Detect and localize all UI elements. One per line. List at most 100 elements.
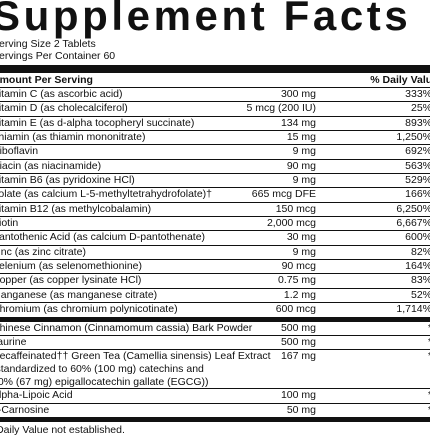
bottom-divider — [0, 417, 430, 422]
nutrient-amount: 500 mg — [280, 335, 316, 348]
nutrient-amount: 167 mg — [280, 350, 316, 363]
nutrient-daily-value: * — [428, 350, 430, 363]
nutrient-name: Selenium (as selenomethionine) — [0, 260, 142, 273]
table-row: L-Carnosine 50 mg * — [0, 404, 430, 418]
nutrient-name: Thiamin (as thiamin mononitrate) — [0, 131, 146, 144]
table-header: Amount Per Serving % Daily Value — [0, 73, 430, 88]
daily-value-header: % Daily Value — [370, 74, 430, 86]
nutrient-name: Manganese (as manganese citrate) — [0, 288, 158, 301]
table-row: Thiamin (as thiamin mononitrate) 15 mg 1,2… — [0, 131, 430, 146]
nutrient-amount: 1.2 mg — [283, 288, 316, 301]
nutrient-amount: 9 mg — [292, 174, 316, 187]
servings-per-container: Servings Per Container 60 — [0, 50, 116, 62]
nutrient-name: Copper (as copper lysinate HCl) — [0, 274, 142, 287]
table-row: Taurine 500 mg * — [0, 335, 430, 351]
nutrient-daily-value: 1,250% — [396, 131, 430, 144]
vitamin-mineral-list: Vitamin C (as ascorbic acid) 300 mg 333% Vi… — [0, 88, 430, 318]
table-row: Vitamin C (as ascorbic acid) 300 mg 333% — [0, 88, 430, 103]
table-row: Niacin (as niacinamide) 90 mg 563% — [0, 159, 430, 175]
nutrient-name: Chinese Cinnamon (Cinnamomum cassia) Bar… — [0, 321, 253, 334]
table-row: Alpha-Lipoic Acid 100 mg * — [0, 389, 430, 404]
thick-divider — [0, 65, 430, 73]
nutrient-name: Vitamin E (as d-alpha tocopheryl succina… — [0, 116, 195, 129]
table-row: Vitamin E (as d-alpha tocopheryl succina… — [0, 116, 430, 132]
table-row: Chromium (as chromium polynicotinate) 600… — [0, 303, 430, 318]
nutrient-amount: 500 mg — [280, 321, 316, 334]
nutrient-amount: 0.75 mg — [278, 274, 316, 287]
nutrient-daily-value: 25% — [410, 102, 430, 115]
nutrient-amount: 134 mg — [280, 116, 316, 129]
nutrient-name: Vitamin B12 (as methylcobalamin) — [0, 202, 152, 215]
nutrient-name: Pantothenic Acid (as calcium D-pantothen… — [0, 231, 206, 244]
nutrient-daily-value: 600% — [405, 231, 430, 244]
nutrient-amount: 665 mcg DFE — [251, 188, 316, 201]
table-row: Copper (as copper lysinate HCl) 0.75 mg 83… — [0, 274, 430, 289]
nutrient-detail: 40% (67 mg) epigallocatechin gallate (EG… — [0, 375, 209, 388]
other-ingredients-list: Chinese Cinnamon (Cinnamomum cassia) Bar… — [0, 322, 430, 351]
nutrient-name: Decaffeinated†† Green Tea (Camellia sine… — [0, 350, 271, 363]
nutrient-amount: 600 mcg — [275, 303, 316, 316]
nutrient-daily-value: 6,250% — [396, 202, 430, 215]
other-ingredients-list-2: Alpha-Lipoic Acid 100 mg * L-Carnosine 50 mg… — [0, 389, 430, 418]
table-row: Vitamin B12 (as methylcobalamin) 150 mcg 6… — [0, 202, 430, 218]
table-row: Zinc (as zinc citrate) 9 mg 82% — [0, 245, 430, 261]
nutrient-daily-value: 563% — [405, 159, 430, 172]
nutrient-name: Vitamin C (as ascorbic acid) — [0, 88, 123, 100]
serving-size: Serving Size 2 Tablets — [0, 38, 96, 50]
table-row: Chinese Cinnamon (Cinnamomum cassia) Bar… — [0, 322, 430, 336]
nutrient-name: Niacin (as niacinamide) — [0, 159, 102, 172]
nutrient-amount: 300 mg — [280, 88, 316, 100]
nutrient-detail: (standardized to 60% (100 mg) catechins … — [0, 363, 204, 376]
nutrient-name: Vitamin D (as cholecalciferol) — [0, 102, 128, 115]
nutrient-name: Riboflavin — [0, 145, 39, 158]
table-row: Vitamin B6 (as pyridoxine HCl) 9 mg 529% — [0, 174, 430, 189]
section-divider — [0, 317, 430, 322]
table-row: Decaffeinated†† Green Tea (Camellia sine… — [0, 350, 430, 390]
nutrient-daily-value: 893% — [405, 116, 430, 129]
nutrient-amount: 50 mg — [286, 403, 316, 416]
nutrient-amount: 30 mg — [286, 231, 316, 244]
nutrient-amount: 150 mcg — [275, 202, 316, 215]
table-row: Selenium (as selenomethionine) 90 mcg 164% — [0, 260, 430, 275]
nutrient-name: Alpha-Lipoic Acid — [0, 389, 73, 402]
nutrient-amount: 5 mcg (200 IU) — [246, 102, 316, 115]
nutrient-daily-value: 1,714% — [396, 303, 430, 316]
nutrient-daily-value: 333% — [405, 88, 430, 100]
table-row: Folate (as calcium L-5-methyltetrahydrof… — [0, 188, 430, 203]
panel-title: Supplement Facts — [0, 0, 412, 39]
nutrient-amount: 9 mg — [292, 145, 316, 158]
nutrient-name: Zinc (as zinc citrate) — [0, 245, 86, 258]
nutrient-name: Vitamin B6 (as pyridoxine HCl) — [0, 174, 135, 187]
amount-per-serving-header: Amount Per Serving — [0, 74, 93, 86]
nutrient-daily-value: * — [428, 336, 430, 349]
nutrient-daily-value: 164% — [405, 260, 430, 273]
table-row: Pantothenic Acid (as calcium D-pantothen… — [0, 231, 430, 246]
nutrient-amount: 9 mg — [292, 245, 316, 258]
nutrient-daily-value: 82% — [410, 245, 430, 258]
nutrient-name: Taurine — [0, 335, 27, 348]
nutrient-daily-value: 692% — [405, 145, 430, 158]
nutrient-daily-value: 6,667% — [396, 217, 430, 230]
table-row: Manganese (as manganese citrate) 1.2 mg 52… — [0, 288, 430, 304]
nutrient-daily-value: 83% — [410, 274, 430, 287]
nutrient-amount: 15 mg — [286, 131, 316, 144]
nutrient-amount: 100 mg — [280, 389, 316, 402]
nutrient-daily-value: * — [428, 322, 430, 335]
nutrient-amount: 90 mg — [286, 159, 316, 172]
nutrient-name: Biotin — [0, 217, 19, 230]
nutrient-daily-value: 529% — [405, 174, 430, 187]
nutrient-name: Folate (as calcium L-5-methyltetrahydrof… — [0, 188, 213, 201]
footnote: *Daily Value not established. — [0, 423, 125, 436]
nutrient-daily-value: 52% — [410, 288, 430, 301]
nutrient-name: Chromium (as chromium polynicotinate) — [0, 303, 178, 316]
table-row: Biotin 2,000 mcg 6,667% — [0, 217, 430, 232]
nutrient-daily-value: 166% — [405, 188, 430, 201]
nutrient-daily-value: * — [428, 389, 430, 402]
table-row: Riboflavin 9 mg 692% — [0, 145, 430, 160]
nutrient-amount: 90 mcg — [281, 260, 316, 273]
nutrient-name: L-Carnosine — [0, 403, 50, 416]
table-row: Vitamin D (as cholecalciferol) 5 mcg (200… — [0, 102, 430, 117]
nutrient-daily-value: * — [428, 404, 430, 417]
nutrient-amount: 2,000 mcg — [266, 217, 316, 230]
